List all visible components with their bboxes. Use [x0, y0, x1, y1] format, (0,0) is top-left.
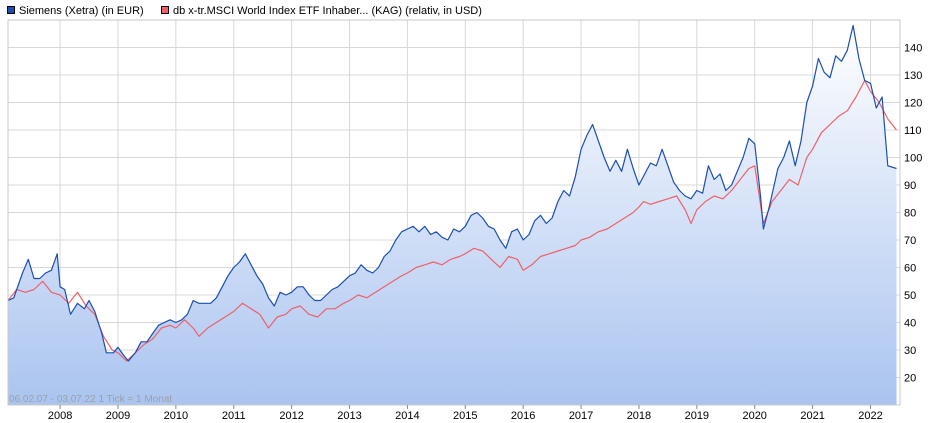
plot-border: [7, 19, 901, 406]
x-tick-label: 2013: [337, 410, 361, 422]
x-tick-label: 2012: [279, 410, 303, 422]
x-tick-label: 2017: [569, 410, 593, 422]
siemens-area-fill: [8, 25, 897, 405]
x-tick-label: 2020: [742, 410, 766, 422]
x-tick-label: 2010: [164, 410, 188, 422]
y-axis-ticks: 20 30 40 50 60 70 80 90 100 110 120 130 140: [904, 43, 922, 385]
siemens-line: [7, 24, 897, 362]
x-tick-label: 2021: [800, 410, 824, 422]
y-tick-label: 70: [904, 235, 916, 247]
y-tick-label: 110: [904, 125, 922, 137]
x-axis-ticks: 2008 2009 2010 2011 2012 2013 2014 2015 2016 2017…: [48, 405, 883, 422]
y-tick-label: 140: [904, 43, 922, 55]
y-tick-label: 80: [904, 208, 916, 220]
period-label: 06.02.07 - 03.07.22 1 Tick = 1 Monat: [9, 394, 173, 405]
legend-swatch-msci: [161, 6, 169, 14]
siemens-area: [8, 25, 897, 405]
x-tick-label: 2008: [48, 410, 72, 422]
x-tick-label: 2014: [395, 410, 419, 422]
y-tick-label: 100: [904, 153, 922, 165]
x-tick-label: 2018: [627, 410, 651, 422]
y-tick-label: 40: [904, 318, 916, 330]
x-tick-label: 2019: [685, 410, 709, 422]
x-tick-label: 2011: [222, 410, 246, 422]
x-tick-label: 2016: [511, 410, 535, 422]
series-lines: [7, 24, 897, 362]
x-tick-label: 2015: [453, 410, 477, 422]
y-tick-label: 130: [904, 70, 922, 82]
legend-swatch-siemens: [7, 6, 15, 14]
y-tick-label: 30: [904, 345, 916, 357]
x-tick-label: 2022: [858, 410, 882, 422]
x-tick-label: 2009: [106, 410, 130, 422]
legend-label-msci: db x-tr.MSCI World Index ETF Inhaber... …: [173, 5, 482, 17]
y-tick-label: 90: [904, 180, 916, 192]
y-tick-label: 60: [904, 263, 916, 275]
msci-line: [7, 79, 897, 362]
legend-label-siemens: Siemens (Xetra) (in EUR): [19, 5, 144, 17]
y-tick-label: 20: [904, 373, 916, 385]
y-tick-label: 50: [904, 290, 916, 302]
y-tick-label: 120: [904, 98, 922, 110]
